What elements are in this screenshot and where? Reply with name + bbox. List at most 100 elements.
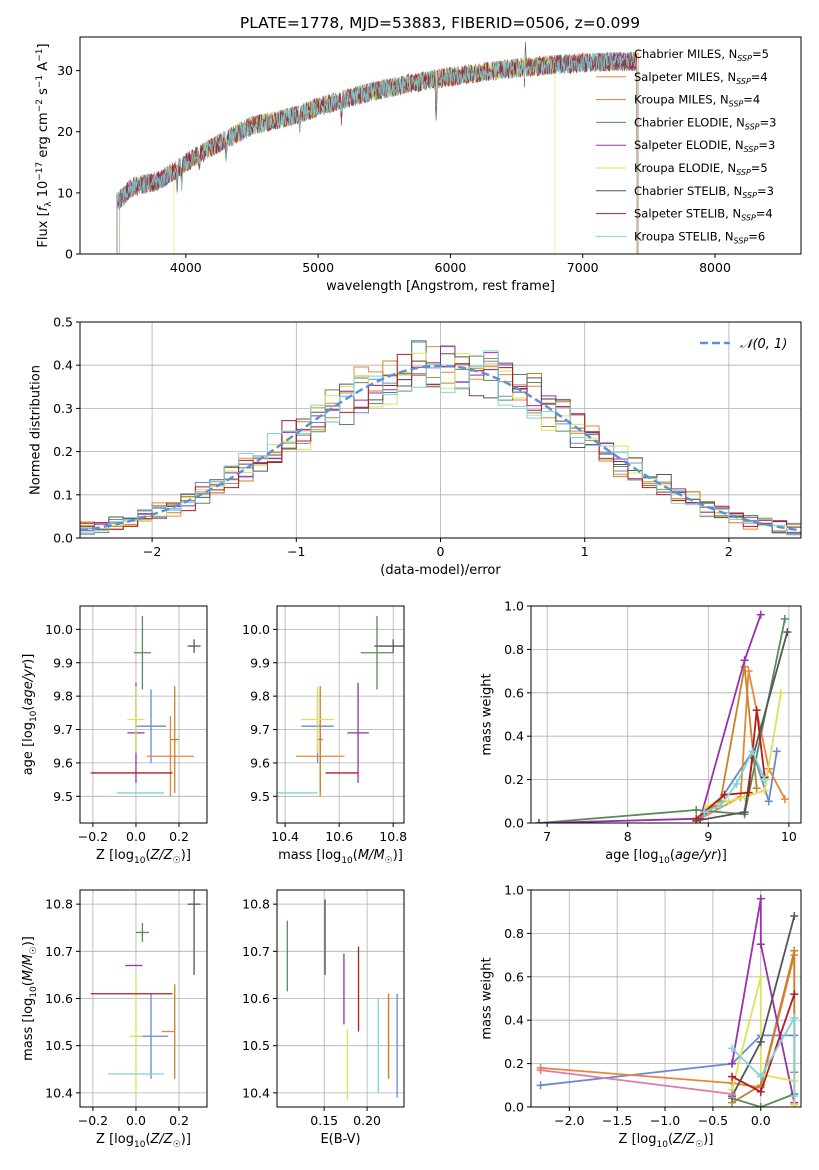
x-axis-label: Z [log10(Z/Z☉)] xyxy=(96,848,191,866)
y-tick-label: 9.5 xyxy=(250,789,270,804)
label-part: A xyxy=(36,62,51,75)
label-part: mass [ xyxy=(278,848,321,863)
weight-line xyxy=(540,1034,795,1087)
label-part: ( xyxy=(670,848,675,863)
x-tick-label: 0.0 xyxy=(126,1113,146,1128)
x-tick-label: −1.5 xyxy=(602,1113,632,1128)
label-part: Z/Z xyxy=(672,1132,696,1147)
weight-line xyxy=(731,950,796,1104)
y-tick-label: 10.8 xyxy=(45,897,73,912)
x-tick-label: −0.2 xyxy=(78,1113,108,1128)
y-tick-label: 10.7 xyxy=(45,944,73,959)
y-tick-label: 0.0 xyxy=(504,1100,524,1115)
legend-label: Salpeter MILES, NSSP=4 xyxy=(634,70,768,86)
y-tick-label: 0.1 xyxy=(53,487,73,502)
y-tick-label: 0.3 xyxy=(53,401,73,416)
label-part: s xyxy=(36,88,51,99)
y-tick-label: 0 xyxy=(65,247,73,262)
x-tick-label: 0.0 xyxy=(126,829,146,844)
x-tick-label: 0.0 xyxy=(751,1113,771,1128)
label-part: )] xyxy=(393,848,403,863)
spectrum-line xyxy=(116,51,638,254)
legend-text: Chabrier STELIB, N xyxy=(634,184,742,198)
x-tick-label: 1 xyxy=(581,544,589,559)
plot-area xyxy=(80,340,801,538)
x-tick-label: −2 xyxy=(143,544,161,559)
x-tick-label: 7000 xyxy=(567,260,599,275)
label-part: −1 xyxy=(35,49,45,62)
label-part: mass weight xyxy=(480,957,495,1039)
x-tick-label: 4000 xyxy=(170,260,202,275)
legend-subscript: SSP xyxy=(742,191,757,200)
x-tick-label: 10.6 xyxy=(325,829,353,844)
x-tick-label: 10 xyxy=(781,829,797,844)
label-part: ☉ xyxy=(385,856,393,866)
label-part: Normed distribution xyxy=(29,365,44,495)
label-part: erg cm xyxy=(36,112,51,161)
x-tick-label: 2 xyxy=(725,544,733,559)
legend-value: =4 xyxy=(751,70,768,84)
axes-frame xyxy=(79,36,802,255)
x-tick-label: −1 xyxy=(287,544,305,559)
weight-line xyxy=(539,614,762,823)
y-tick-label: 0.0 xyxy=(53,531,73,546)
y-tick-label: 10.4 xyxy=(242,1085,270,1100)
legend-label: Chabrier ELODIE, NSSP=3 xyxy=(634,115,776,131)
x-tick-label: 9 xyxy=(704,829,712,844)
panel-spectrum: 4000 5000 6000 7000 8000 0 10 20 30 wavelength [A… xyxy=(35,36,802,294)
label-part: Z [ xyxy=(619,1132,637,1147)
label-part: −2 xyxy=(35,99,45,112)
label-part: ( xyxy=(21,981,36,986)
label-part: ☉ xyxy=(695,1140,703,1150)
y-tick-label: 10.6 xyxy=(242,991,270,1006)
legend-text: Salpeter MILES, N xyxy=(634,70,736,84)
label-part: ] xyxy=(36,43,51,48)
x-axis-label: Z [log10(Z/Z☉)] xyxy=(96,1132,191,1150)
y-tick-label: 10.7 xyxy=(242,944,270,959)
panel-age_vs_mass: 10.4 10.6 10.8 9.5 9.6 9.7 9.8 9.9 10.0 mass [log… xyxy=(242,605,407,866)
label-part: Z [ xyxy=(96,1132,114,1147)
label-part: ( xyxy=(145,1132,150,1147)
x-tick-label: −0.2 xyxy=(78,829,108,844)
legend-subscript: SSP xyxy=(736,168,751,177)
x-axis-label: E(B-V) xyxy=(320,1132,360,1147)
legend-text: Kroupa STELIB, N xyxy=(634,229,734,243)
y-axis-label: age [log10(age/yr)] xyxy=(21,654,39,776)
label-part: age [ xyxy=(21,742,36,775)
panel-mass_vs_Z: −0.2 0.0 0.210.410.510.610.710.8Z [log10(Z… xyxy=(21,889,208,1150)
legend-text: Kroupa ELODIE, N xyxy=(634,161,736,175)
label-part: 10 xyxy=(36,181,51,202)
plot-area xyxy=(535,610,792,823)
label-part: log xyxy=(114,1132,134,1147)
y-tick-label: 0.8 xyxy=(504,642,524,657)
y-tick-label: 9.8 xyxy=(53,689,73,704)
x-tick-label: 7 xyxy=(543,829,551,844)
y-axis-label: mass weight xyxy=(480,673,495,755)
panel-weight_vs_Z: −2.0 −1.5 −1.0 −0.5 0.0 0.0 0.2 0.4 0.6 0.8 1.0 Z [… xyxy=(480,883,802,1150)
x-tick-label: 0.20 xyxy=(353,1113,381,1128)
y-tick-label: 0.6 xyxy=(504,685,524,700)
legend-label: Kroupa ELODIE, NSSP=5 xyxy=(634,161,768,177)
x-tick-label: 5000 xyxy=(302,260,334,275)
plot-area xyxy=(286,899,398,1100)
y-tick-label: 0.4 xyxy=(504,1013,524,1028)
y-tick-label: 10.4 xyxy=(45,1085,73,1100)
x-tick-label: −1.0 xyxy=(650,1113,680,1128)
label-part: M/M xyxy=(21,954,36,981)
weight-line xyxy=(731,1014,796,1097)
y-tick-label: 0.2 xyxy=(53,444,73,459)
x-axis-label: mass [log10(M/M☉)] xyxy=(278,848,403,866)
label-part: 10 xyxy=(658,856,670,866)
legend-value: =3 xyxy=(758,138,775,152)
y-tick-label: 9.6 xyxy=(250,755,270,770)
plot-area xyxy=(277,616,404,797)
x-tick-label: 10.8 xyxy=(379,829,407,844)
label-part: ( xyxy=(668,1132,673,1147)
label-part: age/yr xyxy=(21,662,36,705)
label-part: Z/Z xyxy=(150,1132,174,1147)
y-tick-label: 9.6 xyxy=(53,755,73,770)
y-tick-label: 9.5 xyxy=(53,789,73,804)
y-tick-label: 9.7 xyxy=(250,722,270,737)
y-tick-label: 10.5 xyxy=(242,1038,270,1053)
